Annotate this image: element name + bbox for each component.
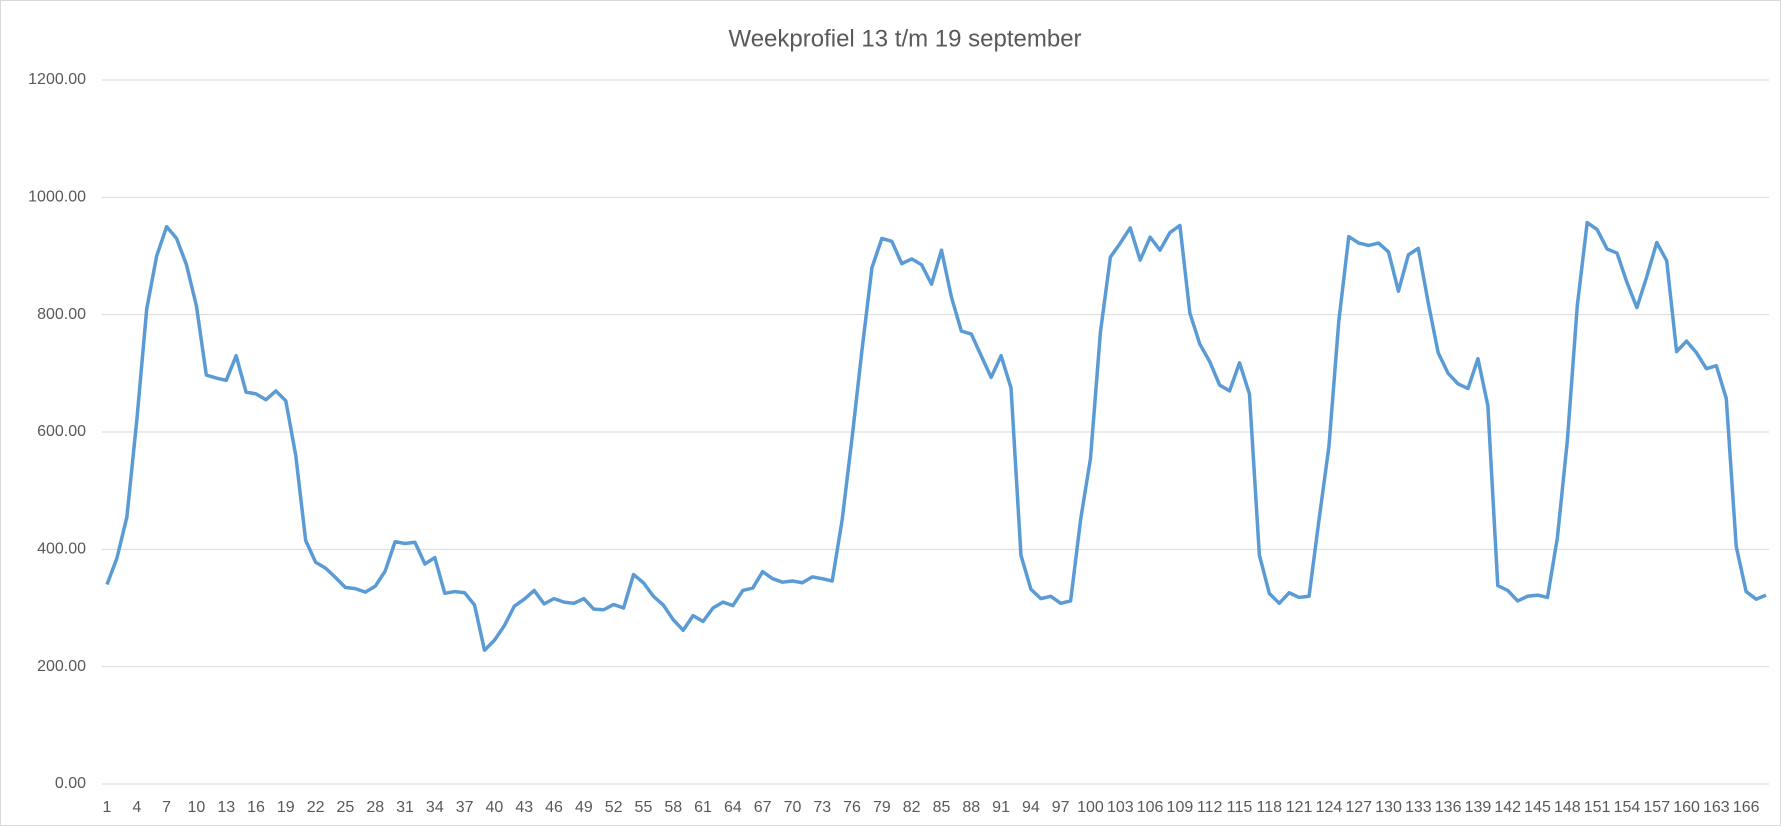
x-tick-label: 16 xyxy=(247,799,265,816)
x-tick-label: 79 xyxy=(873,799,891,816)
x-tick-label: 43 xyxy=(515,799,533,816)
x-tick-label: 82 xyxy=(903,799,921,816)
data-line xyxy=(105,220,1767,652)
x-tick-label: 4 xyxy=(132,799,141,816)
x-tick-label: 157 xyxy=(1643,799,1670,816)
x-tick-label: 121 xyxy=(1286,799,1313,816)
x-tick-label: 61 xyxy=(694,799,712,816)
x-tick-label: 127 xyxy=(1345,799,1372,816)
x-tick-label: 109 xyxy=(1167,799,1194,816)
x-tick-label: 49 xyxy=(575,799,593,816)
x-tick-label: 100 xyxy=(1077,799,1104,816)
x-tick-label: 160 xyxy=(1673,799,1700,816)
x-tick-label: 142 xyxy=(1494,799,1521,816)
x-tick-label: 22 xyxy=(307,799,325,816)
x-tick-label: 37 xyxy=(456,799,474,816)
x-tick-label: 163 xyxy=(1703,799,1730,816)
y-tick-label: 1000.00 xyxy=(28,189,86,206)
x-tick-label: 112 xyxy=(1197,799,1223,816)
x-tick-label: 76 xyxy=(843,799,861,816)
x-tick-label: 58 xyxy=(664,799,682,816)
x-tick-label: 19 xyxy=(277,799,295,816)
x-tick-label: 166 xyxy=(1733,799,1760,816)
x-tick-label: 40 xyxy=(486,799,504,816)
y-tick-label: 0.00 xyxy=(55,775,86,792)
x-tick-label: 52 xyxy=(605,799,623,816)
x-tick-label: 70 xyxy=(784,799,802,816)
x-tick-label: 130 xyxy=(1375,799,1402,816)
x-tick-label: 118 xyxy=(1257,799,1283,816)
x-tick-label: 1 xyxy=(103,799,112,816)
x-tick-label: 34 xyxy=(426,799,444,816)
x-tick-label: 91 xyxy=(992,799,1010,816)
x-tick-label: 10 xyxy=(188,799,206,816)
x-tick-label: 94 xyxy=(1022,799,1040,816)
y-tick-label: 1200.00 xyxy=(28,71,86,88)
y-tick-label: 800.00 xyxy=(37,306,86,323)
x-tick-label: 139 xyxy=(1465,799,1492,816)
x-tick-label: 154 xyxy=(1614,799,1641,816)
x-tick-label: 124 xyxy=(1316,799,1343,816)
x-tick-label: 25 xyxy=(337,799,355,816)
x-tick-label: 106 xyxy=(1137,799,1164,816)
x-tick-label: 64 xyxy=(724,799,742,816)
x-tick-label: 145 xyxy=(1524,799,1551,816)
x-tick-label: 85 xyxy=(933,799,951,816)
chart-title: Weekprofiel 13 t/m 19 september xyxy=(728,25,1081,52)
x-tick-label: 136 xyxy=(1435,799,1462,816)
x-tick-label: 151 xyxy=(1584,799,1611,816)
x-tick-label: 88 xyxy=(962,799,980,816)
x-tick-label: 7 xyxy=(162,799,171,816)
y-tick-label: 400.00 xyxy=(37,541,86,558)
x-tick-label: 46 xyxy=(545,799,563,816)
x-tick-label: 55 xyxy=(635,799,653,816)
x-tick-label: 28 xyxy=(366,799,384,816)
x-tick-label: 13 xyxy=(217,799,235,816)
x-tick-label: 97 xyxy=(1052,799,1070,816)
y-tick-label: 200.00 xyxy=(37,658,86,675)
x-tick-label: 31 xyxy=(396,799,414,816)
x-tick-label: 67 xyxy=(754,799,772,816)
x-tick-label: 115 xyxy=(1227,799,1253,816)
x-tick-label: 148 xyxy=(1554,799,1581,816)
x-tick-label: 73 xyxy=(813,799,831,816)
x-tick-label: 103 xyxy=(1107,799,1134,816)
x-tick-label: 133 xyxy=(1405,799,1432,816)
y-tick-label: 600.00 xyxy=(37,423,86,440)
